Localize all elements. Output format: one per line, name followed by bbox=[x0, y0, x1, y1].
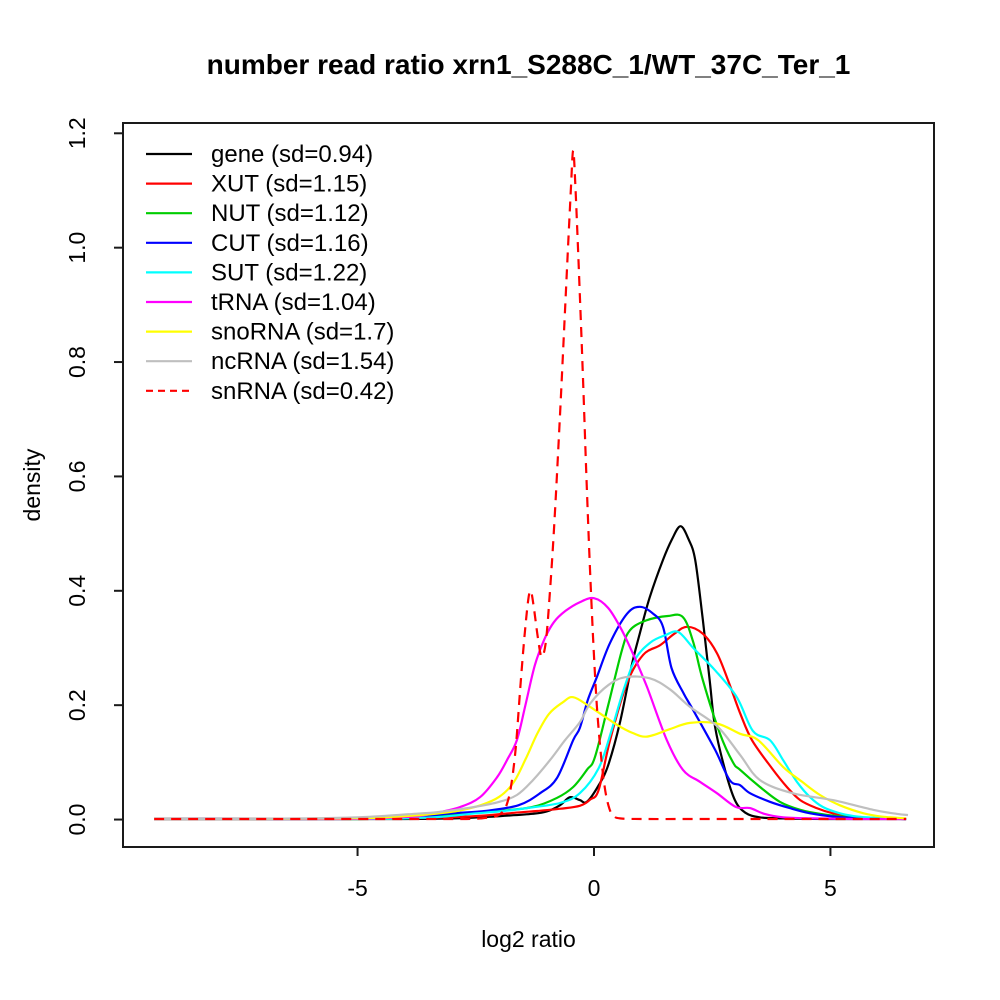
y-axis-label: density bbox=[19, 448, 45, 521]
plot-box bbox=[122, 122, 935, 848]
legend-label-snRNA: snRNA (sd=0.42) bbox=[211, 378, 394, 405]
y-tick-label: 0.6 bbox=[64, 460, 90, 492]
legend-label-CUT: CUT (sd=1.16) bbox=[211, 230, 369, 257]
legend-item-CUT: CUT (sd=1.16) bbox=[146, 230, 369, 257]
legend-item-tRNA: tRNA (sd=1.04) bbox=[146, 289, 376, 316]
y-tick-label: 0.0 bbox=[64, 804, 90, 836]
legend-item-gene: gene (sd=0.94) bbox=[146, 141, 373, 168]
curve-NUT bbox=[154, 613, 907, 821]
curve-ncRNA bbox=[154, 675, 909, 821]
legend-label-ncRNA: ncRNA (sd=1.54) bbox=[211, 348, 394, 375]
legend-label-NUT: NUT (sd=1.12) bbox=[211, 200, 369, 227]
legend-label-gene: gene (sd=0.94) bbox=[211, 141, 373, 168]
y-tick-label: 0.2 bbox=[64, 689, 90, 721]
legend-item-SUT: SUT (sd=1.22) bbox=[146, 259, 367, 286]
legend-label-XUT: XUT (sd=1.15) bbox=[211, 171, 367, 198]
curve-snoRNA bbox=[154, 695, 907, 821]
y-tick-label: 0.4 bbox=[64, 575, 90, 607]
legend-item-ncRNA: ncRNA (sd=1.54) bbox=[146, 348, 394, 375]
x-tick-label: -5 bbox=[347, 875, 367, 901]
curve-CUT bbox=[154, 605, 907, 821]
legend-label-snoRNA: snoRNA (sd=1.7) bbox=[211, 319, 394, 346]
plot-area: -5 0 5 0.0 0.2 0.4 0.6 0.8 1.0 1.2 gene (sd=0.94) X… bbox=[64, 117, 935, 901]
curve-snRNA bbox=[154, 149, 907, 821]
curve-XUT bbox=[154, 625, 907, 821]
y-tick-label: 1.0 bbox=[64, 232, 90, 264]
chart-title: number read ratio xrn1_S288C_1/WT_37C_Te… bbox=[207, 49, 851, 80]
legend-item-XUT: XUT (sd=1.15) bbox=[146, 171, 367, 198]
y-tick-label: 1.2 bbox=[64, 117, 90, 149]
legend-item-snRNA: snRNA (sd=0.42) bbox=[146, 378, 394, 405]
legend-label-SUT: SUT (sd=1.22) bbox=[211, 259, 367, 286]
legend-label-tRNA: tRNA (sd=1.04) bbox=[211, 289, 376, 316]
x-tick-label: 0 bbox=[588, 875, 601, 901]
legend-item-NUT: NUT (sd=1.12) bbox=[146, 200, 369, 227]
legend-item-snoRNA: snoRNA (sd=1.7) bbox=[146, 319, 394, 346]
x-axis-label: log2 ratio bbox=[481, 926, 576, 952]
y-tick-label: 0.8 bbox=[64, 346, 90, 378]
curve-SUT bbox=[154, 630, 907, 821]
curve-tRNA bbox=[154, 596, 907, 821]
x-tick-label: 5 bbox=[824, 875, 837, 901]
